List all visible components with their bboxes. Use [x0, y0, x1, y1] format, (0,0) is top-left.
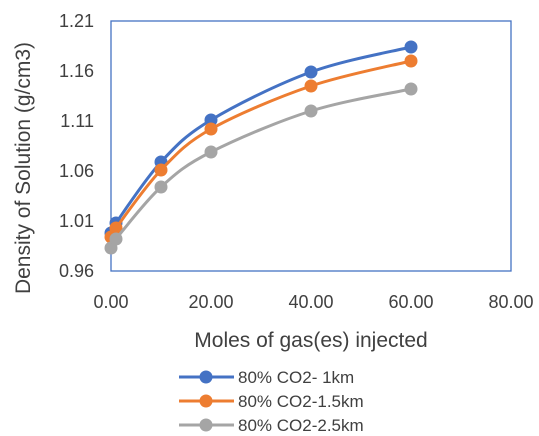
series-line [111, 61, 411, 237]
y-axis-title: Density of Solution (g/cm3) [12, 42, 35, 294]
data-point [305, 105, 318, 118]
x-tick-label: 20.00 [188, 292, 233, 312]
legend-item: 80% CO2-2.5km [179, 416, 364, 435]
data-point [155, 164, 168, 177]
series-3 [105, 83, 418, 255]
y-tick-label: 1.11 [60, 111, 94, 131]
x-axis-ticks: 0.00 20.00 40.00 60.00 80.00 [93, 292, 533, 312]
series-layer [105, 41, 418, 255]
y-tick-label: 1.01 [59, 211, 94, 231]
legend-item: 80% CO2-1.5km [179, 392, 364, 411]
plot-area-border [111, 21, 511, 271]
data-point [405, 83, 418, 96]
legend-marker [200, 419, 213, 432]
legend-item: 80% CO2- 1km [179, 368, 354, 387]
x-tick-label: 80.00 [488, 292, 533, 312]
y-axis-ticks: 0.96 1.01 1.06 1.11 1.16 1.21 [59, 11, 94, 281]
data-point [205, 123, 218, 136]
legend: 80% CO2- 1km 80% CO2-1.5km 80% CO2-2.5km [179, 368, 364, 435]
data-point [305, 66, 318, 79]
data-point [405, 55, 418, 68]
legend-label: 80% CO2-1.5km [238, 392, 364, 411]
legend-label: 80% CO2- 1km [238, 368, 354, 387]
y-tick-label: 0.96 [59, 261, 94, 281]
data-point [110, 233, 123, 246]
x-tick-label: 40.00 [288, 292, 333, 312]
data-point [205, 146, 218, 159]
x-tick-label: 60.00 [388, 292, 433, 312]
x-tick-label: 0.00 [93, 292, 128, 312]
legend-marker [200, 371, 213, 384]
data-point [405, 41, 418, 54]
y-tick-label: 1.21 [59, 11, 94, 31]
data-point [155, 181, 168, 194]
data-point [305, 80, 318, 93]
x-axis-title: Moles of gas(es) injected [194, 329, 427, 352]
y-tick-label: 1.06 [59, 161, 94, 181]
series-2 [105, 55, 418, 244]
legend-label: 80% CO2-2.5km [238, 416, 364, 435]
series-line [111, 47, 411, 233]
legend-marker [200, 395, 213, 408]
y-tick-label: 1.16 [59, 61, 94, 81]
